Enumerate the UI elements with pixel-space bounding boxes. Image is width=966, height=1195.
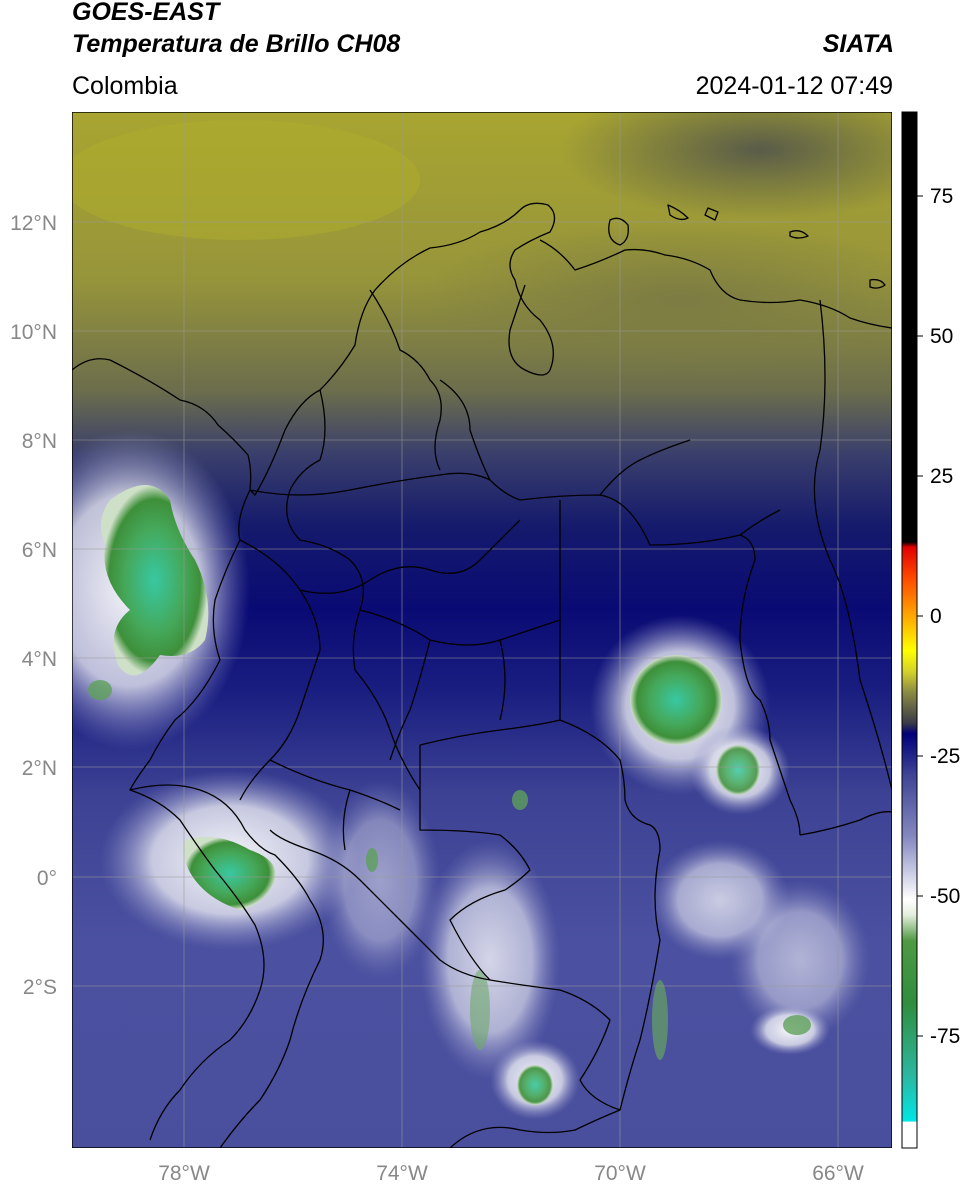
cloud-halo-se-3 xyxy=(730,880,870,1040)
satellite-image xyxy=(72,112,892,1148)
lat-label: 2°N xyxy=(22,757,57,780)
internal-divisions-4 xyxy=(359,609,561,761)
lat-label: 0° xyxy=(37,867,57,890)
island-margarita xyxy=(789,230,809,239)
convective-core-s xyxy=(517,1065,553,1105)
subtitle-region: Colombia xyxy=(72,72,178,100)
colorbar-tick-label: 25 xyxy=(930,465,953,488)
internal-divisions-2 xyxy=(369,289,491,481)
colorbar-tick-label: 50 xyxy=(930,325,953,348)
internal-divisions-5 xyxy=(269,759,401,851)
lat-label: 8°N xyxy=(22,430,57,453)
convective-cell-small-3 xyxy=(652,980,668,1060)
island-aruba xyxy=(608,217,629,246)
colombia-border-east xyxy=(249,472,801,836)
venezuela-internal xyxy=(599,439,781,536)
colorbar-tick-label: -50 xyxy=(930,885,960,908)
lon-label: 70°W xyxy=(594,1162,646,1185)
island-bonaire xyxy=(704,207,719,221)
lon-label: 78°W xyxy=(158,1162,210,1185)
lat-label: 10°N xyxy=(10,321,57,344)
cloud-halo-s-1 xyxy=(420,840,560,1080)
ecuador-border xyxy=(129,784,324,1148)
lat-label: 2°S xyxy=(23,976,57,999)
longitude-labels: 78°W 74°W 70°W 66°W xyxy=(158,1162,864,1185)
caribbean-coastline xyxy=(72,202,556,496)
colorbar-ticks xyxy=(917,195,923,1037)
lat-label: 6°N xyxy=(22,539,57,562)
convective-core-se xyxy=(716,745,760,795)
cloud-patch-olive-w xyxy=(72,120,420,240)
island-trinidad xyxy=(869,278,886,289)
timestamp-label: 2024-01-12 07:49 xyxy=(695,72,893,100)
title-satellite: GOES-EAST xyxy=(72,0,220,26)
peru-border xyxy=(449,1109,621,1148)
latitude-labels: 12°N 10°N 8°N 6°N 4°N 2°N 0° 2°S xyxy=(10,212,57,999)
lon-label: 74°W xyxy=(376,1162,428,1185)
lat-label: 4°N xyxy=(22,648,57,671)
convective-core-sw xyxy=(183,836,276,910)
colorbar-gradient xyxy=(901,111,918,1149)
pacific-coastline xyxy=(129,489,265,1141)
suriname-border xyxy=(799,811,892,836)
convective-core-e xyxy=(630,655,722,745)
brazil-border xyxy=(419,719,561,981)
gridlines xyxy=(72,112,892,1148)
cloud-halo-c xyxy=(320,780,440,980)
convective-core-w xyxy=(101,485,209,676)
convective-cell-small-2 xyxy=(88,680,112,700)
guyana-border xyxy=(813,299,892,791)
venezuela-coastline xyxy=(539,239,892,329)
island-curacao xyxy=(667,204,689,221)
colorbar-labels: 75 50 25 0 -25 -50 -75 xyxy=(930,185,960,1048)
colombia-border-south xyxy=(269,500,661,1111)
internal-divisions-3 xyxy=(239,519,521,801)
colorbar-tick-label: 0 xyxy=(930,605,942,628)
agency-label: SIATA xyxy=(822,30,894,58)
colorbar-tick-label: 75 xyxy=(930,185,953,208)
colorbar: 75 50 25 0 -25 -50 -75 xyxy=(901,111,960,1149)
boundaries xyxy=(72,202,892,1148)
convective-cell-small-6 xyxy=(366,848,378,872)
internal-divisions-1 xyxy=(286,389,421,791)
cloud-patch-olive-e xyxy=(420,220,892,380)
convective-cell-small-4 xyxy=(470,970,490,1050)
convective-cell-small-1 xyxy=(512,790,528,810)
cloud-patch-dark-ne xyxy=(560,112,892,220)
title-product: Temperatura de Brillo CH08 xyxy=(72,30,401,58)
colorbar-tick-label: -25 xyxy=(930,745,960,768)
lat-label: 12°N xyxy=(10,212,57,235)
colorbar-tick-label: -75 xyxy=(930,1025,960,1048)
convective-cell-small-5 xyxy=(783,1015,811,1035)
lon-label: 66°W xyxy=(812,1162,864,1185)
